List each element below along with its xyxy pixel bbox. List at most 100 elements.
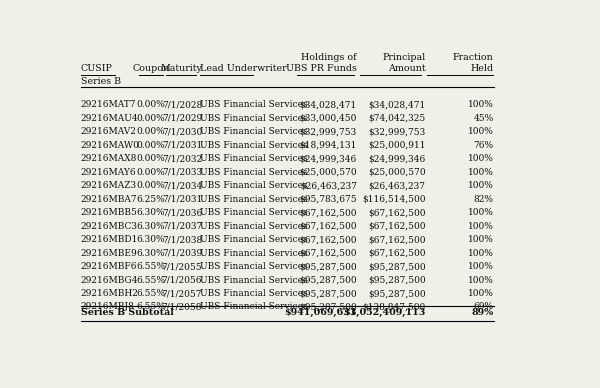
Text: 100%: 100% — [467, 275, 493, 284]
Text: UBS Financial Services: UBS Financial Services — [200, 303, 307, 312]
Text: $18,994,131: $18,994,131 — [299, 141, 357, 150]
Text: 100%: 100% — [467, 249, 493, 258]
Text: $95,287,500: $95,287,500 — [299, 303, 357, 312]
Text: $95,287,500: $95,287,500 — [299, 289, 357, 298]
Text: $67,162,500: $67,162,500 — [299, 208, 357, 217]
Text: Lead Underwriter: Lead Underwriter — [200, 64, 286, 73]
Text: 100%: 100% — [467, 127, 493, 136]
Text: 100%: 100% — [467, 100, 493, 109]
Text: UBS Financial Services: UBS Financial Services — [200, 208, 307, 217]
Text: $25,000,570: $25,000,570 — [299, 168, 357, 177]
Text: Coupon: Coupon — [133, 64, 170, 73]
Text: UBS Financial Services: UBS Financial Services — [200, 249, 307, 258]
Text: 7/1/2028: 7/1/2028 — [162, 100, 202, 109]
Text: 29216MAZ3: 29216MAZ3 — [80, 181, 137, 190]
Text: $32,999,753: $32,999,753 — [368, 127, 425, 136]
Text: 29216MBJ8: 29216MBJ8 — [80, 303, 134, 312]
Text: UBS Financial Services: UBS Financial Services — [200, 289, 307, 298]
Text: $67,162,500: $67,162,500 — [368, 208, 425, 217]
Text: 6.55%: 6.55% — [137, 262, 166, 271]
Text: UBS Financial Services: UBS Financial Services — [200, 168, 307, 177]
Text: UBS Financial Services: UBS Financial Services — [200, 100, 307, 109]
Text: $24,999,346: $24,999,346 — [299, 154, 357, 163]
Text: 0.00%: 0.00% — [137, 181, 166, 190]
Text: 7/1/2030: 7/1/2030 — [162, 127, 202, 136]
Text: Holdings of: Holdings of — [301, 53, 357, 62]
Text: $941,069,633: $941,069,633 — [284, 308, 357, 317]
Text: 100%: 100% — [467, 262, 493, 271]
Text: $67,162,500: $67,162,500 — [368, 222, 425, 230]
Text: 76%: 76% — [473, 141, 493, 150]
Text: $138,847,500: $138,847,500 — [362, 303, 425, 312]
Text: $67,162,500: $67,162,500 — [299, 222, 357, 230]
Text: $26,463,237: $26,463,237 — [368, 181, 425, 190]
Text: 29216MBH2: 29216MBH2 — [80, 289, 139, 298]
Text: Held: Held — [470, 64, 493, 73]
Text: 100%: 100% — [467, 235, 493, 244]
Text: 7/1/2057: 7/1/2057 — [162, 289, 202, 298]
Text: 29216MBG4: 29216MBG4 — [80, 275, 138, 284]
Text: 7/1/2038: 7/1/2038 — [162, 235, 202, 244]
Text: UBS Financial Services: UBS Financial Services — [200, 154, 307, 163]
Text: 29216MBA7: 29216MBA7 — [80, 195, 137, 204]
Text: 6.30%: 6.30% — [137, 249, 166, 258]
Text: 7/1/2039: 7/1/2039 — [162, 249, 202, 258]
Text: UBS Financial Services: UBS Financial Services — [200, 114, 307, 123]
Text: 29216MBD1: 29216MBD1 — [80, 235, 138, 244]
Text: Series B Subtotal: Series B Subtotal — [80, 308, 173, 317]
Text: 29216MBB5: 29216MBB5 — [80, 208, 137, 217]
Text: 0.00%: 0.00% — [137, 141, 166, 150]
Text: $67,162,500: $67,162,500 — [299, 235, 357, 244]
Text: Maturity: Maturity — [161, 64, 203, 73]
Text: 7/1/2055: 7/1/2055 — [161, 262, 202, 271]
Text: $95,287,500: $95,287,500 — [368, 275, 425, 284]
Text: 7/1/2032: 7/1/2032 — [162, 154, 202, 163]
Text: UBS Financial Services: UBS Financial Services — [200, 262, 307, 271]
Text: 7/1/2036: 7/1/2036 — [162, 208, 202, 217]
Text: $1,052,409,113: $1,052,409,113 — [343, 308, 425, 317]
Text: $95,287,500: $95,287,500 — [368, 289, 425, 298]
Text: $34,028,471: $34,028,471 — [299, 100, 357, 109]
Text: $34,028,471: $34,028,471 — [368, 100, 425, 109]
Text: 100%: 100% — [467, 289, 493, 298]
Text: 6.30%: 6.30% — [137, 222, 166, 230]
Text: $25,000,570: $25,000,570 — [368, 168, 425, 177]
Text: $95,783,675: $95,783,675 — [299, 195, 357, 204]
Text: 7/1/2058: 7/1/2058 — [162, 303, 202, 312]
Text: UBS Financial Services: UBS Financial Services — [200, 235, 307, 244]
Text: 29216MAX8: 29216MAX8 — [80, 154, 137, 163]
Text: 6.55%: 6.55% — [137, 303, 166, 312]
Text: 29216MAW0: 29216MAW0 — [80, 141, 139, 150]
Text: 7/1/2033: 7/1/2033 — [162, 168, 202, 177]
Text: 6.55%: 6.55% — [137, 275, 166, 284]
Text: UBS Financial Services: UBS Financial Services — [200, 195, 307, 204]
Text: $24,999,346: $24,999,346 — [368, 154, 425, 163]
Text: 0.00%: 0.00% — [137, 168, 166, 177]
Text: 0.00%: 0.00% — [137, 100, 166, 109]
Text: UBS Financial Services: UBS Financial Services — [200, 275, 307, 284]
Text: 7/1/2037: 7/1/2037 — [162, 222, 202, 230]
Text: $116,514,500: $116,514,500 — [362, 195, 425, 204]
Text: $32,999,753: $32,999,753 — [299, 127, 357, 136]
Text: Fraction: Fraction — [453, 53, 493, 62]
Text: 29216MAY6: 29216MAY6 — [80, 168, 136, 177]
Text: $67,162,500: $67,162,500 — [368, 249, 425, 258]
Text: 100%: 100% — [467, 208, 493, 217]
Text: 7/1/2029: 7/1/2029 — [162, 114, 202, 123]
Text: 89%: 89% — [471, 308, 493, 317]
Text: 0.00%: 0.00% — [137, 114, 166, 123]
Text: $25,000,911: $25,000,911 — [368, 141, 425, 150]
Text: 7/1/2031: 7/1/2031 — [162, 195, 202, 204]
Text: UBS Financial Services: UBS Financial Services — [200, 181, 307, 190]
Text: $95,287,500: $95,287,500 — [299, 275, 357, 284]
Text: $26,463,237: $26,463,237 — [300, 181, 357, 190]
Text: 0.00%: 0.00% — [137, 127, 166, 136]
Text: 29216MBE9: 29216MBE9 — [80, 249, 137, 258]
Text: 29216MBC3: 29216MBC3 — [80, 222, 137, 230]
Text: 6.30%: 6.30% — [137, 235, 166, 244]
Text: 0.00%: 0.00% — [137, 154, 166, 163]
Text: 100%: 100% — [467, 168, 493, 177]
Text: $95,287,500: $95,287,500 — [299, 262, 357, 271]
Text: 7/1/2056: 7/1/2056 — [162, 275, 202, 284]
Text: Principal: Principal — [382, 53, 425, 62]
